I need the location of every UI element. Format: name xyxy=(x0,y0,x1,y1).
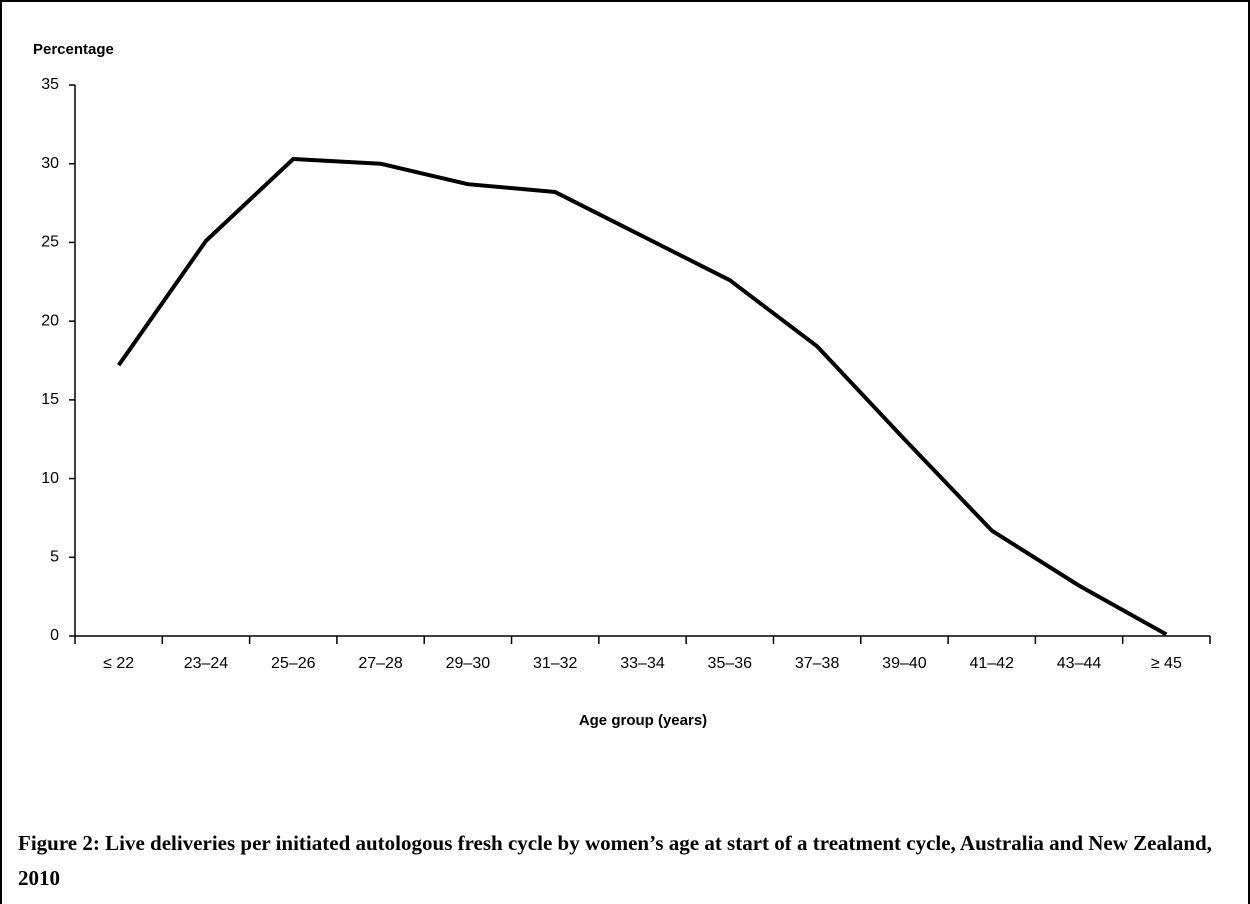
y-axis-title: Percentage xyxy=(33,41,114,58)
x-tick-label: ≥ 45 xyxy=(1151,655,1182,672)
x-tick-label: 31–32 xyxy=(533,655,578,672)
x-tick-label: 35–36 xyxy=(708,655,753,672)
y-tick-label: 15 xyxy=(41,391,59,408)
x-tick-label: 29–30 xyxy=(446,655,491,672)
x-tick-label: 43–44 xyxy=(1057,655,1102,672)
y-tick-label: 0 xyxy=(50,627,59,644)
x-tick-label: 27–28 xyxy=(358,655,403,672)
y-tick-label: 25 xyxy=(41,234,59,251)
y-tick-label: 30 xyxy=(41,155,59,172)
x-tick-label: 37–38 xyxy=(795,655,840,672)
x-axis-title: Age group (years) xyxy=(579,712,707,729)
caption: Figure 2: Live deliveries per initiated … xyxy=(18,831,1212,890)
data-line xyxy=(117,156,1168,637)
y-tick-label: 10 xyxy=(41,470,59,487)
x-tick-label: 25–26 xyxy=(271,655,316,672)
y-tick-label: 5 xyxy=(50,549,59,566)
x-tick-label: 39–40 xyxy=(882,655,927,672)
y-tick-label: 35 xyxy=(41,76,59,93)
y-tick-label: 20 xyxy=(41,312,59,329)
x-tick-label: ≤ 22 xyxy=(103,655,134,672)
x-tick-label: 33–34 xyxy=(620,655,665,672)
x-tick-label: 41–42 xyxy=(969,655,1014,672)
x-tick-label: 23–24 xyxy=(184,655,229,672)
